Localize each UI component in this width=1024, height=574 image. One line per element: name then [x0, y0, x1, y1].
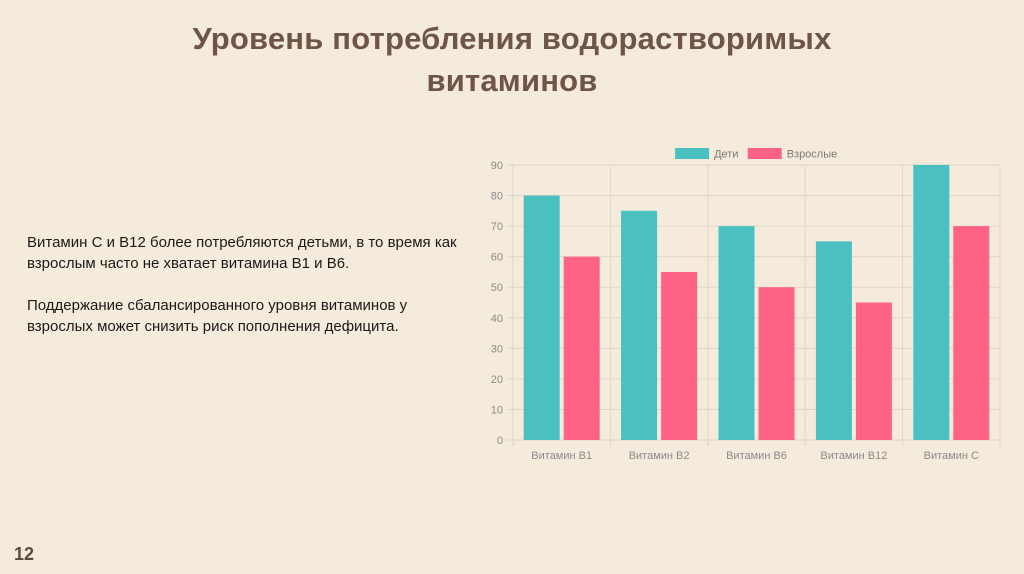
- bar-Дети-Витамин В2: [621, 210, 658, 440]
- body-paragraph-1: Витамин С и В12 более потребляются детьм…: [27, 234, 457, 272]
- y-tick-label: 20: [491, 374, 503, 386]
- legend-label: Взрослые: [787, 149, 838, 161]
- bar-Дети-Витамин В12: [815, 241, 852, 440]
- bar-chart: 0 10 20 30 40 50 60 70 80 90 Витамин В1 Витамин В2…: [491, 148, 1001, 462]
- y-tick-label: 90: [491, 160, 503, 172]
- y-tick-label: 50: [491, 282, 503, 294]
- legend-label: Дети: [714, 149, 738, 161]
- chart-bars: [523, 165, 990, 440]
- bar-Взрослые-Витамин В12: [855, 302, 892, 440]
- bar-Дети-Витамин В1: [523, 195, 560, 440]
- legend-swatch: [675, 148, 710, 159]
- chart-y-axis: 0 10 20 30 40 50 60 70 80 90: [491, 160, 503, 447]
- x-tick-label: Витамин С: [924, 450, 979, 462]
- slide-title-line-2: витаминов: [426, 63, 598, 98]
- bar-Взрослые-Витамин В2: [661, 271, 698, 440]
- y-tick-label: 60: [491, 252, 503, 264]
- bar-Дети-Витамин С: [913, 165, 950, 440]
- slide-title: Уровень потребления водорастворимых вита…: [80, 18, 944, 102]
- y-tick-label: 40: [491, 313, 503, 325]
- bar-Взрослые-Витамин В1: [563, 256, 600, 440]
- y-tick-label: 70: [491, 221, 503, 233]
- y-tick-label: 0: [497, 435, 503, 447]
- slide-title-line-1: Уровень потребления водорастворимых: [192, 21, 832, 56]
- chart-x-axis: Витамин В1 Витамин В2 Витамин В6 Витамин В1…: [531, 450, 979, 462]
- x-tick-label: Витамин В2: [629, 450, 690, 462]
- y-tick-label: 30: [491, 343, 503, 355]
- page-number: 12: [14, 544, 35, 564]
- x-tick-label: Витамин В1: [531, 450, 592, 462]
- x-tick-label: Витамин В6: [726, 450, 787, 462]
- x-tick-label: Витамин В12: [820, 450, 887, 462]
- bar-Дети-Витамин В6: [718, 226, 755, 440]
- y-tick-label: 10: [491, 404, 503, 416]
- y-tick-label: 80: [491, 191, 503, 203]
- chart-legend: Дети Взрослые: [675, 148, 837, 161]
- bar-Взрослые-Витамин С: [953, 226, 990, 440]
- body-text: Витамин С и В12 более потребляются детьм…: [27, 232, 457, 358]
- bar-Взрослые-Витамин В6: [758, 287, 795, 440]
- body-paragraph-2: Поддержание сбалансированного уровня вит…: [27, 297, 408, 335]
- legend-swatch: [747, 148, 782, 159]
